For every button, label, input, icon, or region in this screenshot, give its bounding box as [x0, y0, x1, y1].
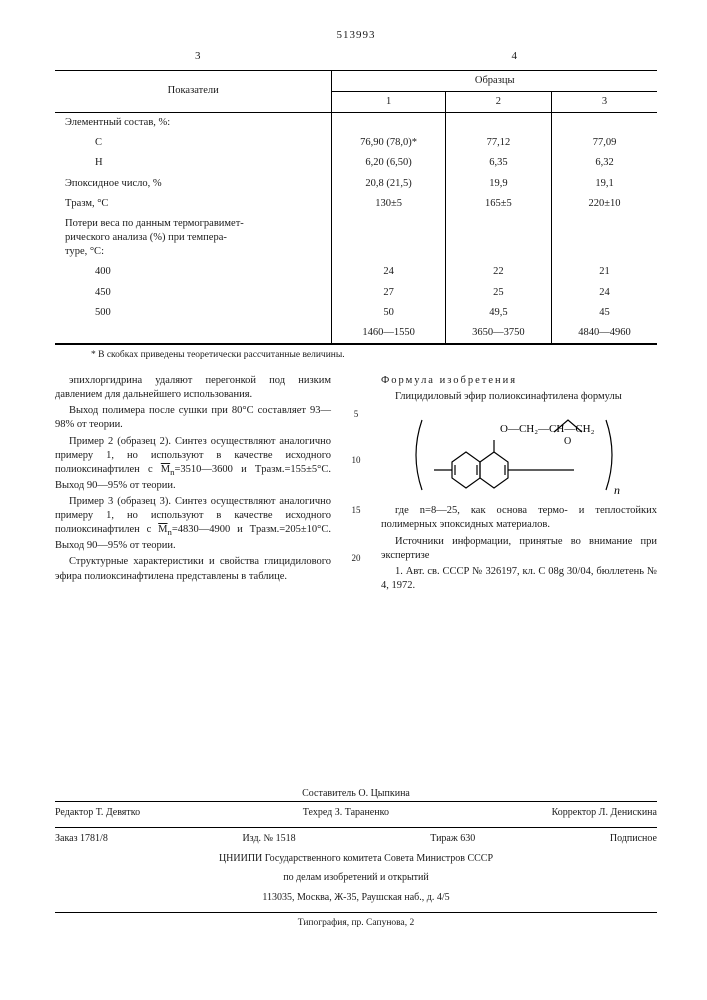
formula-o-label: O — [564, 436, 571, 447]
lc-p2: Выход полимера после сушки при 80°C со­с… — [55, 404, 331, 432]
table-cell: 21 — [552, 262, 657, 282]
formula-top-label: O—CH₂—CH—CH₂ — [500, 423, 595, 435]
table-cell: 76,90 (78,0)* — [332, 133, 445, 153]
th-sample-3: 3 — [552, 91, 657, 112]
col-num-left: 3 — [195, 49, 201, 64]
imprint-block: Составитель О. Цыпкина Редактор Т. Девят… — [55, 787, 657, 930]
table-cell — [552, 214, 657, 263]
mn-symbol: M — [161, 464, 170, 475]
rc-src2: 1. Авт. св. СССР № 326197, кл. C 08g 30/… — [381, 565, 657, 593]
table-row-label — [55, 323, 332, 344]
rc-src1: Источники информации, принятые во внима­… — [381, 535, 657, 563]
lc-p4: Пример 3 (образец 3). Синтез осущест­вля… — [55, 495, 331, 553]
table-cell: 4840—4960 — [552, 323, 657, 344]
order: Заказ 1781/8 — [55, 832, 108, 846]
th-sample-2: 2 — [445, 91, 551, 112]
table-cell: 19,9 — [445, 174, 551, 194]
table-cell — [332, 113, 445, 134]
table-cell: 20,8 (21,5) — [332, 174, 445, 194]
page: 513993 3 4 Показатели Образцы 1 2 3 Элем… — [0, 0, 707, 1000]
table-cell: 19,1 — [552, 174, 657, 194]
table-cell: 77,12 — [445, 133, 551, 153]
patent-number: 513993 — [55, 28, 657, 43]
table-row-label: 400 — [55, 262, 332, 282]
addr: 113035, Москва, Ж-35, Раушская наб., д. … — [55, 891, 657, 905]
table-cell — [445, 214, 551, 263]
lc-p1: эпихлоргидрина удаляют перегонкой под ни… — [55, 374, 331, 402]
table-row-label: Потери веса по данным термогравимет- рич… — [55, 214, 332, 263]
table-row-label: 500 — [55, 303, 332, 323]
imprint-row-1: Редактор Т. Девятко Техред З. Тараненко … — [55, 801, 657, 820]
table-cell: 6,32 — [552, 153, 657, 173]
column-numbers: 3 4 — [55, 49, 657, 64]
corrector: Корректор Л. Денискина — [552, 806, 657, 820]
izd: Изд. № 1518 — [242, 832, 295, 846]
sign: Подписное — [610, 832, 657, 846]
th-samples: Образцы — [332, 70, 657, 91]
table-cell: 165±5 — [445, 194, 551, 214]
techred: Техред З. Тараненко — [303, 806, 389, 820]
th-indicator: Показатели — [55, 70, 332, 112]
body-columns: эпихлоргидрина удаляют перегонкой под ни… — [55, 374, 657, 595]
col-num-right: 4 — [512, 49, 518, 64]
data-table: Показатели Образцы 1 2 3 Элементный сост… — [55, 70, 657, 344]
table-cell: 1460—1550 — [332, 323, 445, 344]
table-cell: 24 — [552, 283, 657, 303]
ln-10: 10 — [349, 454, 363, 466]
rc-after: где n=8—25, как основа термо- и тепло­ст… — [381, 504, 657, 532]
table-footnote: * В скобках приведены теоретически рассч… — [55, 344, 657, 362]
mn-symbol: M — [158, 524, 167, 535]
line-numbers: 5 10 15 20 — [349, 374, 363, 595]
table-cell: 220±10 — [552, 194, 657, 214]
table-cell: 45 — [552, 303, 657, 323]
imprint-row-2: Заказ 1781/8 Изд. № 1518 Тираж 630 Подпи… — [55, 827, 657, 846]
table-row-label: Эпоксидное число, % — [55, 174, 332, 194]
lc-p3: Пример 2 (образец 2). Синтез осущест­вля… — [55, 435, 331, 493]
tbody: Элементный состав, %:C76,90 (78,0)*77,12… — [55, 113, 657, 344]
table-cell: 49,5 — [445, 303, 551, 323]
compiler: Составитель О. Цыпкина — [55, 787, 657, 801]
table-row-label: Элементный состав, %: — [55, 113, 332, 134]
table-cell — [332, 214, 445, 263]
table-row-label: Tразм, °C — [55, 194, 332, 214]
right-column: Формула изобретения Глицидиловый эфир по… — [381, 374, 657, 595]
table-cell: 22 — [445, 262, 551, 282]
ln-5: 5 — [349, 408, 363, 420]
tirazh: Тираж 630 — [430, 832, 475, 846]
formula-n: n — [614, 483, 620, 497]
structural-formula: O—CH₂—CH—CH₂ O n — [404, 410, 634, 500]
table-row-label: 450 — [55, 283, 332, 303]
table-cell: 6,35 — [445, 153, 551, 173]
table-cell: 6,20 (6,50) — [332, 153, 445, 173]
editor: Редактор Т. Девятко — [55, 806, 140, 820]
claims-heading: Формула изобретения — [381, 374, 657, 388]
printer: Типография, пр. Сапунова, 2 — [55, 912, 657, 930]
ln-20: 20 — [349, 552, 363, 564]
table-cell: 27 — [332, 283, 445, 303]
table-cell: 24 — [332, 262, 445, 282]
rc-lead: Глицидиловый эфир полиоксинафтилена форм… — [381, 390, 657, 404]
table-cell: 130±5 — [332, 194, 445, 214]
org1: ЦНИИПИ Государственного комитета Совета … — [55, 852, 657, 866]
th-sample-1: 1 — [332, 91, 445, 112]
ln-15: 15 — [349, 504, 363, 516]
table-cell — [445, 113, 551, 134]
lc-p5: Структурные характеристики и свойства гл… — [55, 555, 331, 583]
table-cell: 77,09 — [552, 133, 657, 153]
org2: по делам изобретений и открытий — [55, 871, 657, 885]
table-row-label: H — [55, 153, 332, 173]
table-cell: 3650—3750 — [445, 323, 551, 344]
table-cell: 50 — [332, 303, 445, 323]
table-cell — [552, 113, 657, 134]
left-column: эпихлоргидрина удаляют перегонкой под ни… — [55, 374, 331, 595]
table-cell: 25 — [445, 283, 551, 303]
table-row-label: C — [55, 133, 332, 153]
